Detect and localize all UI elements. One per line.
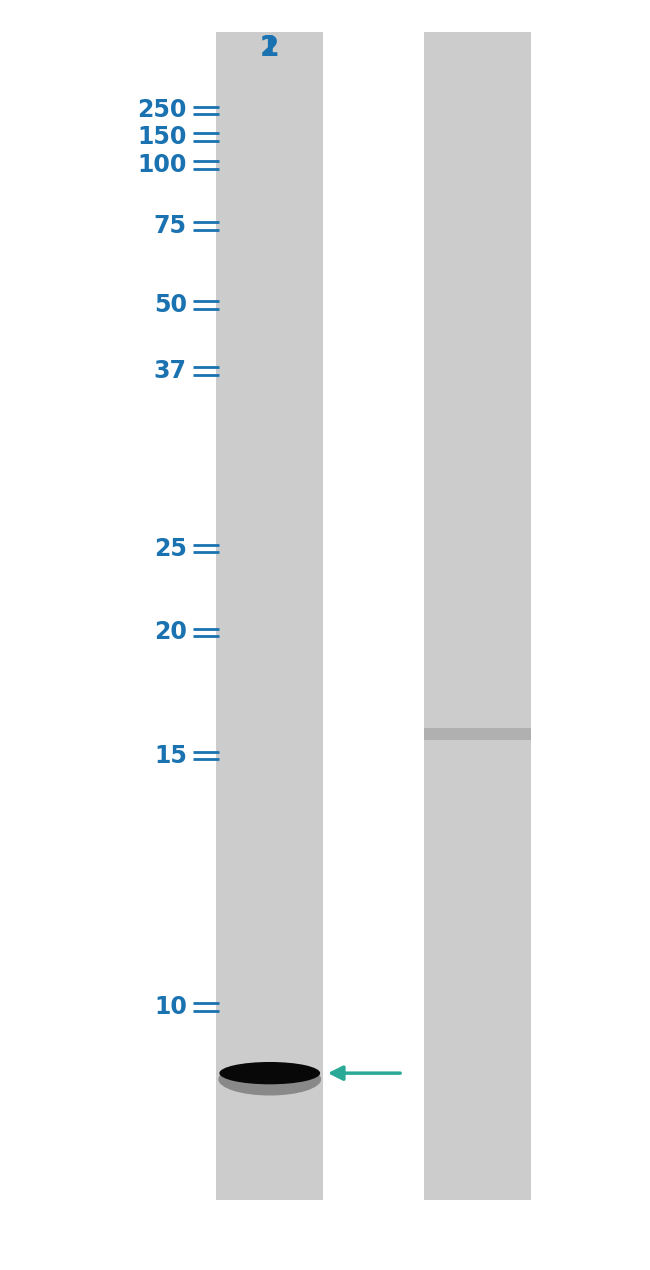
Text: 150: 150 — [138, 126, 187, 149]
Text: 100: 100 — [138, 154, 187, 177]
Text: 15: 15 — [154, 744, 187, 767]
Text: 75: 75 — [154, 215, 187, 237]
Text: 250: 250 — [138, 99, 187, 122]
Text: 20: 20 — [154, 621, 187, 644]
Ellipse shape — [218, 1063, 321, 1096]
Bar — [216, 32, 323, 1200]
Ellipse shape — [222, 1064, 318, 1078]
Bar — [424, 728, 532, 740]
Text: 37: 37 — [154, 359, 187, 382]
Text: 10: 10 — [154, 996, 187, 1019]
Ellipse shape — [220, 1062, 320, 1085]
Text: 2: 2 — [260, 34, 280, 62]
Text: 25: 25 — [154, 537, 187, 560]
Bar — [424, 32, 532, 1200]
Text: 1: 1 — [260, 34, 280, 62]
Text: 50: 50 — [154, 293, 187, 316]
